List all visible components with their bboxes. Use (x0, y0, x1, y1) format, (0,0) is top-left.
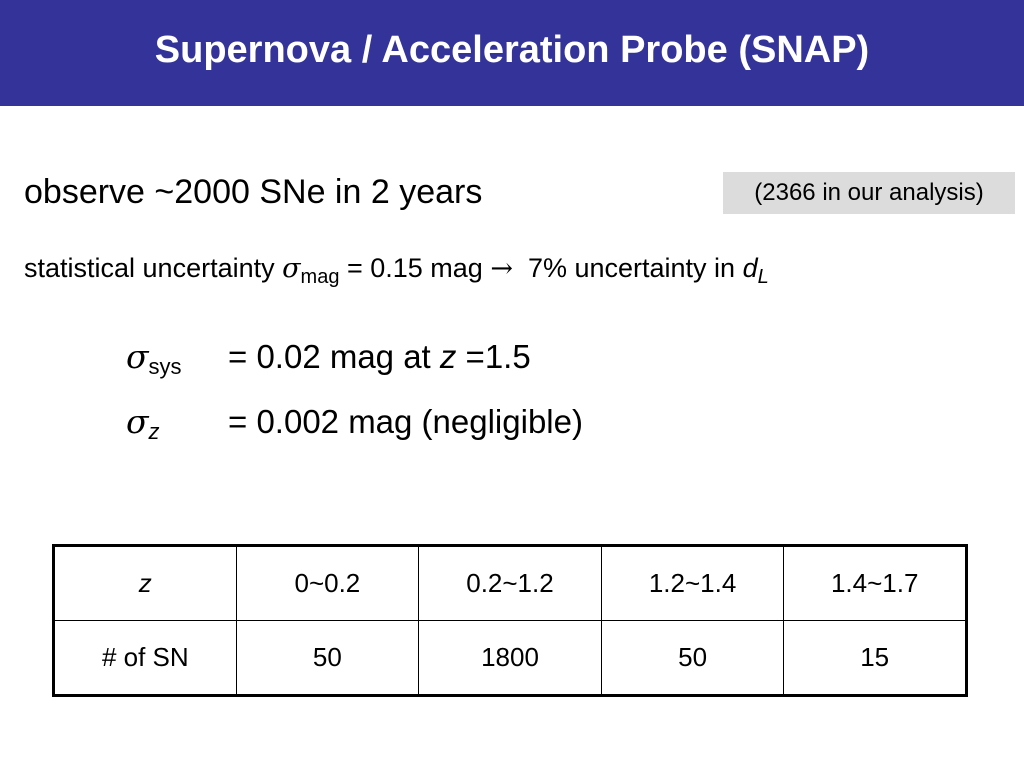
table-cell: 0~0.2 (235, 545, 420, 621)
title-bar (0, 0, 1024, 106)
table-cell: z (53, 545, 237, 621)
sigma-symbol: σ (282, 253, 301, 284)
sigma-sys-symbol: σ (126, 337, 149, 376)
sigma-sys-subscript: sys (148, 354, 182, 379)
redshift-symbol: z (439, 338, 457, 375)
sigma-sys-value: = 0.02 mag at z =1.5 (228, 335, 531, 379)
statistical-middle: = 0.15 mag (339, 253, 491, 283)
table-cell: 1.2~1.4 (600, 545, 785, 621)
statistical-uncertainty-line: statistical uncertainty σmag = 0.15 mag … (24, 248, 769, 291)
sigma-sys-row: σsys = 0.02 mag at z =1.5 (126, 335, 531, 383)
sigma-sys-value-suffix: =1.5 (456, 338, 531, 375)
distance-subscript: L (757, 266, 769, 288)
table-cell: 1800 (418, 620, 602, 696)
table-cell: 0.2~1.2 (418, 545, 602, 621)
table-cell: # of SN (53, 620, 237, 696)
sigma-z-row: σz = 0.002 mag (negligible) (126, 400, 583, 448)
sn-count-table: z 0~0.2 0.2~1.2 1.2~1.4 1.4~1.7 # of SN … (52, 544, 968, 697)
statistical-suffix: 7% uncertainty in (512, 253, 743, 283)
arrow-symbol: → (490, 253, 513, 284)
table-header-row: z 0~0.2 0.2~1.2 1.2~1.4 1.4~1.7 (53, 545, 967, 621)
table-cell: 50 (600, 620, 785, 696)
slide-title: Supernova / Acceleration Probe (SNAP) (154, 29, 870, 71)
table-cell: 15 (783, 620, 967, 696)
statistical-prefix: statistical uncertainty (24, 253, 283, 283)
table-cell: 1.4~1.7 (783, 545, 967, 621)
sigma-sys-value-prefix: = 0.02 mag at (228, 338, 440, 375)
sigma-z-symbol: σ (126, 402, 149, 441)
observe-line: observe ~2000 SNe in 2 years (24, 173, 483, 211)
distance-symbol: d (742, 253, 758, 283)
sigma-z-value: = 0.002 mag (negligible) (228, 403, 583, 440)
sigma-z-subscript: z (148, 419, 160, 444)
mag-subscript: mag (300, 266, 340, 288)
table-row: # of SN 50 1800 50 15 (53, 620, 967, 696)
analysis-note: (2366 in our analysis) (723, 172, 1015, 214)
table-cell: 50 (235, 620, 420, 696)
